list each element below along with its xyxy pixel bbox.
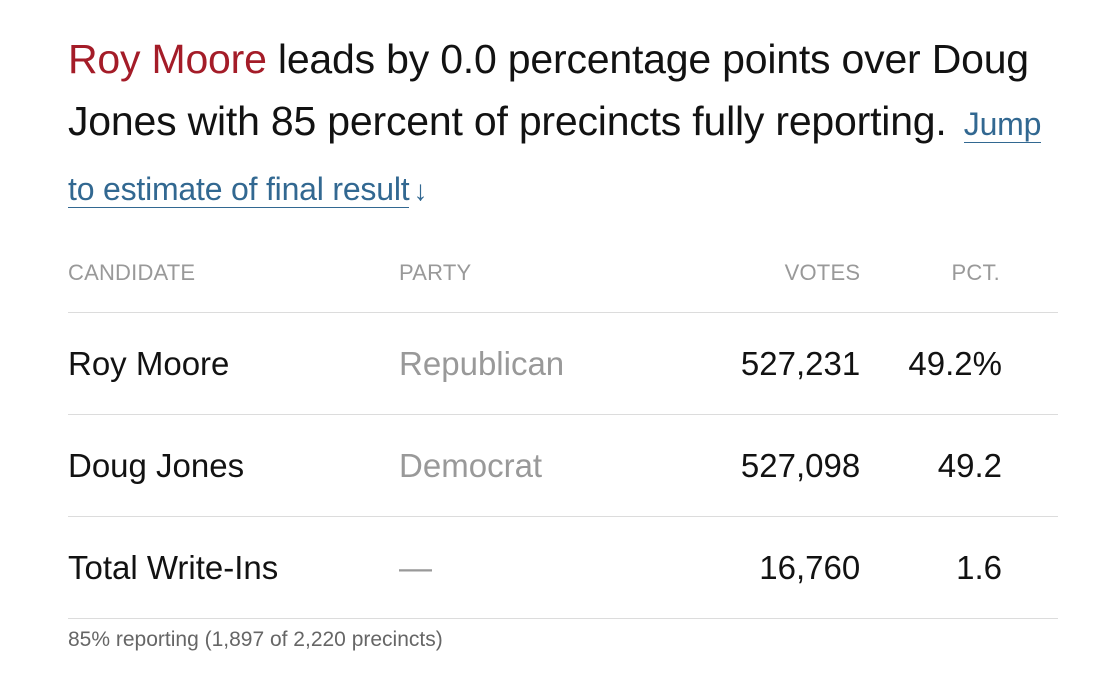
down-arrow-icon: ↓ bbox=[413, 175, 428, 206]
candidate-pct: 49.2 bbox=[860, 414, 1058, 517]
candidate-party: Democrat bbox=[399, 414, 639, 517]
candidate-votes: 527,098 bbox=[638, 414, 861, 517]
table-row: Roy Moore Republican 527,231 49.2% bbox=[68, 312, 1058, 415]
jump-to-estimate-link[interactable]: Jump to estimate of final result bbox=[68, 106, 1042, 208]
reporting-footnote: 85% reporting (1,897 of 2,220 precincts) bbox=[68, 628, 443, 651]
candidate-votes: 527,231 bbox=[638, 312, 861, 415]
table-row: Total Write-Ins — 16,760 1.6 bbox=[68, 516, 1058, 619]
candidate-pct: 49.2% bbox=[860, 312, 1058, 415]
table-header-row: CANDIDATE PARTY VOTES PCT. bbox=[68, 250, 1058, 313]
leader-name: Roy Moore bbox=[68, 36, 267, 82]
header-votes: VOTES bbox=[638, 250, 861, 313]
headline-text: leads by 0.0 percentage points over Doug… bbox=[68, 36, 1029, 144]
candidate-name: Total Write-Ins bbox=[68, 516, 400, 619]
header-pct: PCT. bbox=[860, 250, 1058, 313]
candidate-party: Republican bbox=[399, 312, 639, 415]
header-party: PARTY bbox=[399, 250, 639, 313]
candidate-name: Doug Jones bbox=[68, 414, 400, 517]
results-table: CANDIDATE PARTY VOTES PCT. Roy Moore Rep… bbox=[68, 250, 1058, 619]
candidate-party: — bbox=[399, 516, 639, 619]
candidate-votes: 16,760 bbox=[638, 516, 861, 619]
candidate-pct: 1.6 bbox=[860, 516, 1058, 619]
results-summary: Roy Moore leads by 0.0 percentage points… bbox=[68, 28, 1058, 651]
header-candidate: CANDIDATE bbox=[68, 250, 400, 313]
table-row: Doug Jones Democrat 527,098 49.2 bbox=[68, 414, 1058, 517]
results-headline: Roy Moore leads by 0.0 percentage points… bbox=[68, 28, 1058, 222]
candidate-name: Roy Moore bbox=[68, 312, 400, 415]
